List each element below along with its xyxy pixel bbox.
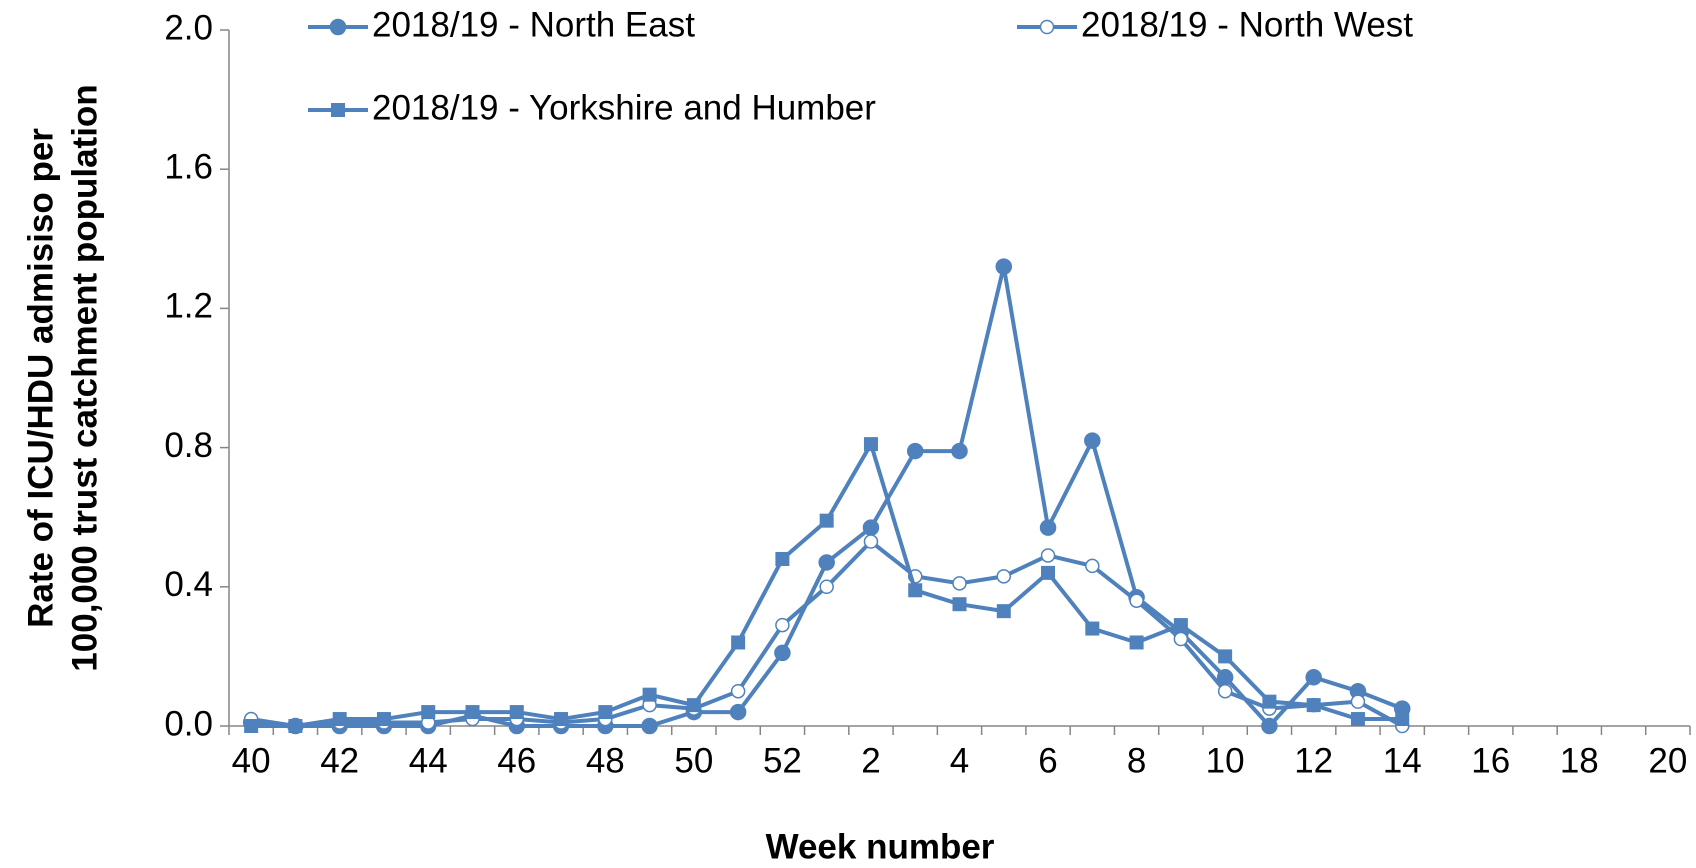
marker — [1217, 683, 1233, 699]
marker — [244, 719, 259, 733]
marker — [376, 712, 391, 727]
marker — [1305, 669, 1322, 686]
marker — [1085, 558, 1100, 574]
marker — [554, 712, 569, 727]
x-tick-label: 40 — [232, 741, 271, 780]
marker — [1129, 593, 1144, 608]
x-tick-label: 42 — [320, 741, 359, 780]
y-tick-label: 0.8 — [164, 426, 213, 465]
marker — [863, 437, 878, 452]
marker — [641, 717, 658, 735]
x-tick-label: 46 — [497, 741, 536, 780]
marker — [730, 683, 746, 699]
marker — [1218, 649, 1233, 664]
marker — [1262, 694, 1277, 709]
marker — [332, 712, 347, 727]
legend-label: 2018/19 - Yorkshire and Humber — [372, 88, 876, 127]
marker — [863, 534, 879, 549]
marker — [1084, 432, 1101, 449]
marker — [642, 687, 657, 702]
marker — [775, 551, 790, 566]
x-tick-label: 20 — [1648, 741, 1687, 780]
marker — [1129, 635, 1144, 650]
x-tick-label: 44 — [409, 741, 448, 780]
marker — [775, 617, 790, 633]
x-tick-label: 48 — [586, 741, 625, 780]
x-tick-label: 50 — [674, 741, 713, 780]
x-tick-label: 8 — [1127, 741, 1146, 780]
marker — [421, 705, 436, 720]
y-axis-title: Rate of ICU/HDU admisiso per — [21, 128, 60, 628]
marker — [1040, 548, 1056, 563]
marker — [1261, 717, 1278, 735]
y-tick-label: 0.0 — [164, 704, 213, 743]
marker — [952, 597, 967, 612]
marker — [862, 519, 880, 536]
marker — [1085, 621, 1100, 636]
y-tick-label: 1.2 — [164, 287, 213, 326]
marker — [906, 442, 924, 460]
marker — [331, 103, 345, 117]
marker — [1350, 712, 1365, 727]
x-tick-label: 12 — [1294, 741, 1333, 780]
x-tick-label: 4 — [950, 741, 969, 780]
x-tick-label: 6 — [1038, 741, 1057, 780]
y-tick-label: 1.6 — [164, 147, 213, 186]
y-axis-title: 100,000 trust catchment population — [65, 84, 104, 671]
x-tick-label: 18 — [1560, 741, 1599, 780]
legend-label: 2018/19 - North East — [372, 5, 695, 44]
marker — [774, 644, 791, 662]
y-tick-label: 0.4 — [164, 565, 213, 604]
marker — [1173, 618, 1188, 633]
marker — [819, 579, 834, 595]
marker — [818, 554, 835, 571]
marker — [729, 703, 747, 721]
legend-label: 2018/19 - North West — [1081, 5, 1413, 44]
marker — [1041, 565, 1056, 580]
y-tick-label: 2.0 — [164, 8, 213, 47]
marker — [1350, 694, 1366, 709]
marker — [995, 258, 1013, 275]
marker — [996, 604, 1011, 619]
x-axis-title: Week number — [766, 827, 995, 866]
marker — [951, 442, 968, 460]
marker — [819, 513, 834, 528]
marker — [908, 583, 923, 598]
marker — [731, 635, 746, 650]
marker — [686, 698, 701, 713]
marker — [1039, 19, 1055, 35]
marker — [952, 576, 967, 591]
marker — [598, 705, 613, 720]
marker — [1395, 712, 1410, 727]
x-tick-label: 14 — [1383, 741, 1422, 780]
x-tick-label: 2 — [861, 741, 880, 780]
marker — [996, 569, 1012, 584]
x-tick-label: 52 — [763, 741, 802, 780]
marker — [329, 18, 347, 36]
marker — [1306, 698, 1321, 713]
marker — [1173, 631, 1189, 647]
x-tick-label: 10 — [1206, 741, 1245, 780]
marker — [288, 719, 303, 733]
marker — [1039, 519, 1057, 536]
marker — [465, 705, 480, 720]
marker — [509, 705, 524, 720]
x-tick-label: 16 — [1471, 741, 1510, 780]
